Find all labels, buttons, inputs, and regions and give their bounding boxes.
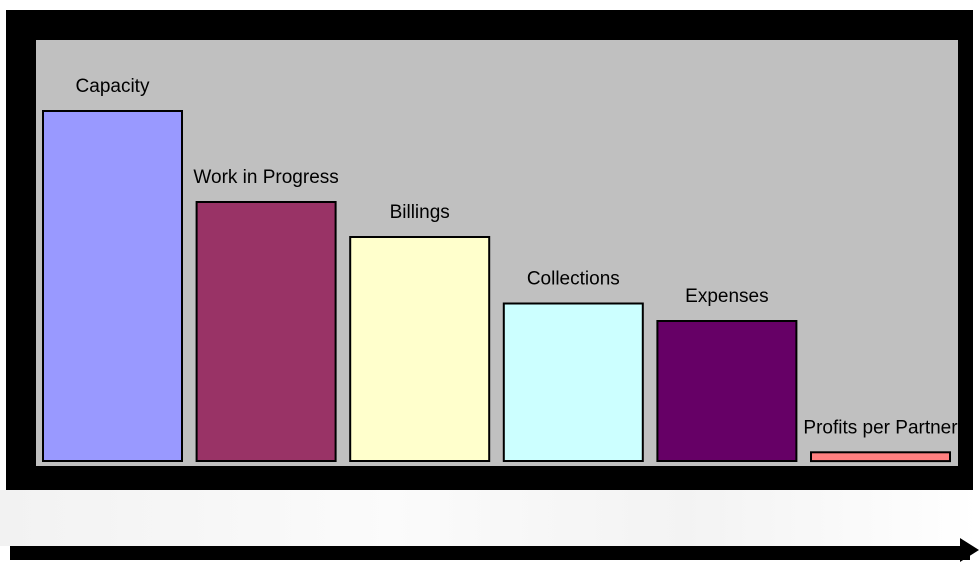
arrow-right-icon bbox=[960, 538, 979, 562]
bar-label-work-in-progress: Work in Progress bbox=[193, 167, 338, 188]
bar-label-profits-per-partner: Profits per Partner bbox=[803, 417, 958, 438]
bar-label-billings: Billings bbox=[390, 202, 450, 223]
bar-profits-per-partner bbox=[810, 451, 951, 463]
bar-billings bbox=[349, 236, 491, 462]
bar-label-expenses: Expenses bbox=[685, 286, 768, 307]
bar-labels-group: Capacity Work in Progress Billings Collecti… bbox=[76, 76, 959, 438]
bar-work-in-progress bbox=[195, 201, 337, 462]
bar-expenses bbox=[656, 320, 798, 462]
bar-capacity bbox=[42, 110, 183, 462]
bars-group bbox=[42, 110, 951, 463]
bar-label-collections: Collections bbox=[527, 269, 620, 290]
lower-background-strip bbox=[0, 490, 979, 546]
plot-area bbox=[36, 40, 958, 466]
bar-label-capacity: Capacity bbox=[76, 76, 150, 97]
bar-collections bbox=[502, 302, 644, 462]
bottom-bar bbox=[10, 546, 970, 560]
